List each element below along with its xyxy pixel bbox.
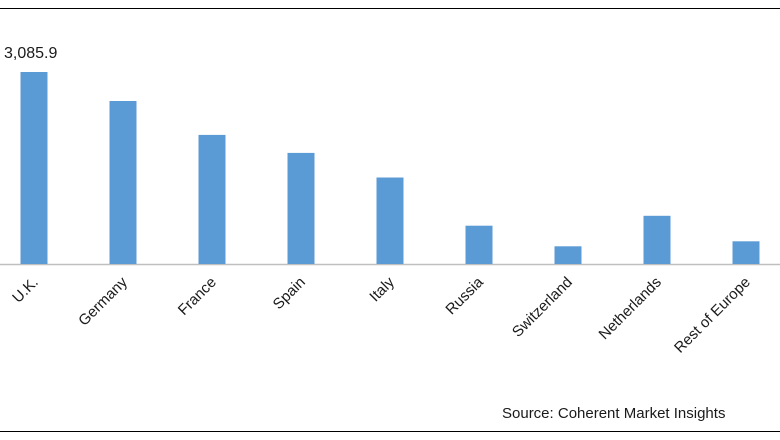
bar-netherlands bbox=[643, 215, 671, 264]
data-labels: 3,085.9 bbox=[4, 45, 57, 62]
data-label: 3,085.9 bbox=[4, 45, 57, 62]
bar-switzerland bbox=[554, 246, 582, 264]
category-label: Spain bbox=[270, 274, 309, 313]
category-label: Netherlands bbox=[596, 274, 665, 343]
bar-u-k bbox=[20, 72, 48, 264]
category-label: U.K. bbox=[9, 274, 42, 307]
bar-spain bbox=[287, 152, 315, 264]
source-note: Source: Coherent Market Insights bbox=[502, 405, 726, 422]
category-label: Russia bbox=[442, 273, 487, 318]
bars-layer bbox=[20, 72, 760, 264]
category-label: Rest of Europe bbox=[671, 274, 754, 357]
category-label: Switzerland bbox=[509, 274, 576, 341]
bar-germany bbox=[109, 101, 137, 264]
category-label: France bbox=[175, 274, 220, 319]
category-label: Italy bbox=[366, 273, 398, 305]
bar-russia bbox=[465, 225, 493, 264]
category-labels: U.K. Germany France Spain Italy Russia Switzer… bbox=[9, 273, 754, 356]
category-label: Germany bbox=[75, 273, 131, 329]
bar-italy bbox=[376, 177, 404, 264]
chart-frame bbox=[0, 8, 780, 432]
bar-rest-of-europe bbox=[732, 241, 760, 264]
bar-france bbox=[198, 134, 226, 264]
